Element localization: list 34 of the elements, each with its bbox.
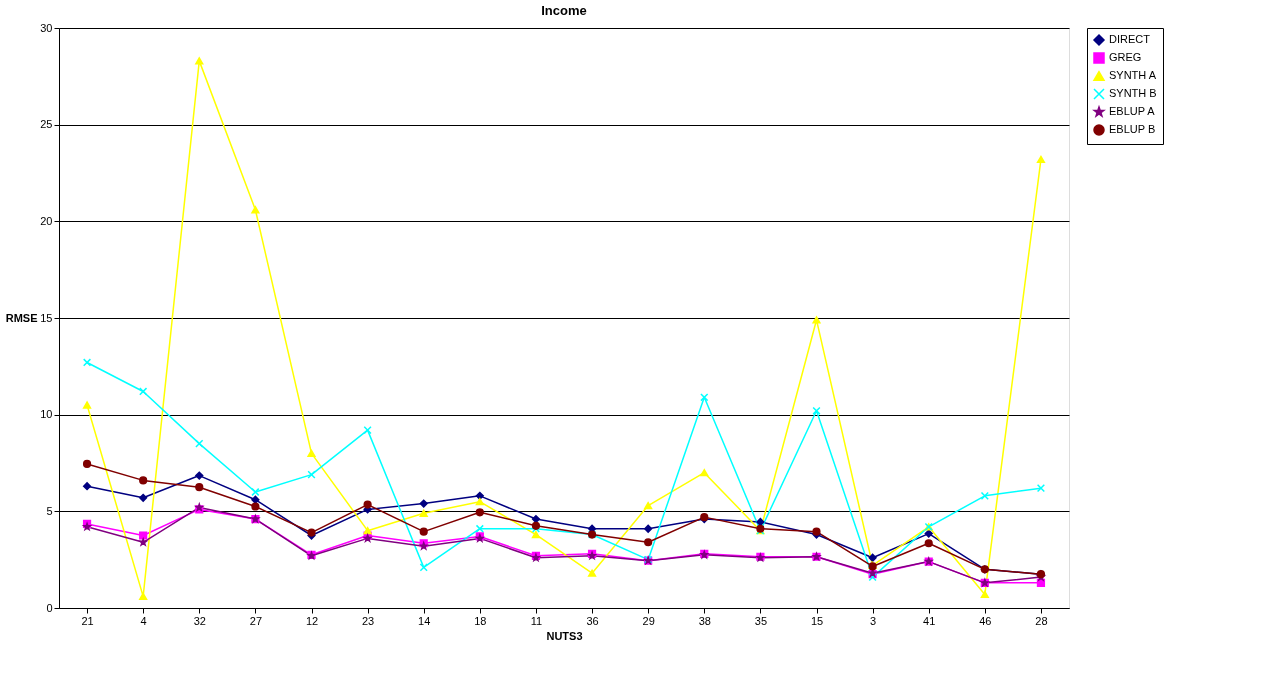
x-tick-label: 12 [305,614,319,627]
x-tick-label: 15 [810,614,824,627]
legend-label: EBLUP B [1109,123,1156,135]
x-tick-label: 3 [870,614,877,627]
x-tick-label: 11 [530,614,543,627]
y-axis-title: RMSE [5,311,38,324]
x-tick-label: 27 [249,614,263,627]
x-tick-label: 46 [979,614,992,627]
legend-label: SYNTH A [1109,69,1157,81]
legend-label: GREG [1109,51,1142,63]
y-tick-label: 0 [46,601,53,614]
x-tick-label: 41 [923,614,936,627]
x-axis-title: NUTS3 [546,629,583,642]
legend-label: EBLUP A [1109,105,1156,117]
y-tick-label: 5 [46,504,53,517]
y-tick-label: 30 [40,21,53,34]
x-tick-label: 18 [474,614,487,627]
x-tick-label: 4 [140,614,147,627]
x-tick-label: 29 [642,614,655,627]
x-tick-label: 35 [754,614,768,627]
chart-title: Income [541,3,587,18]
x-tick-label: 23 [361,614,375,627]
legend-label: SYNTH B [1109,87,1157,99]
x-tick-label: 21 [81,614,94,627]
x-tick-label: 38 [698,614,711,627]
y-tick-label: 10 [40,408,53,421]
x-tick-label: 32 [193,614,206,627]
x-tick-label: 28 [1035,614,1048,627]
y-tick-label: 20 [40,214,53,227]
legend-label: DIRECT [1109,33,1151,45]
y-tick-label: 15 [40,311,53,324]
x-tick-label: 14 [418,614,431,627]
y-tick-label: 25 [40,118,53,131]
x-tick-label: 36 [586,614,599,627]
